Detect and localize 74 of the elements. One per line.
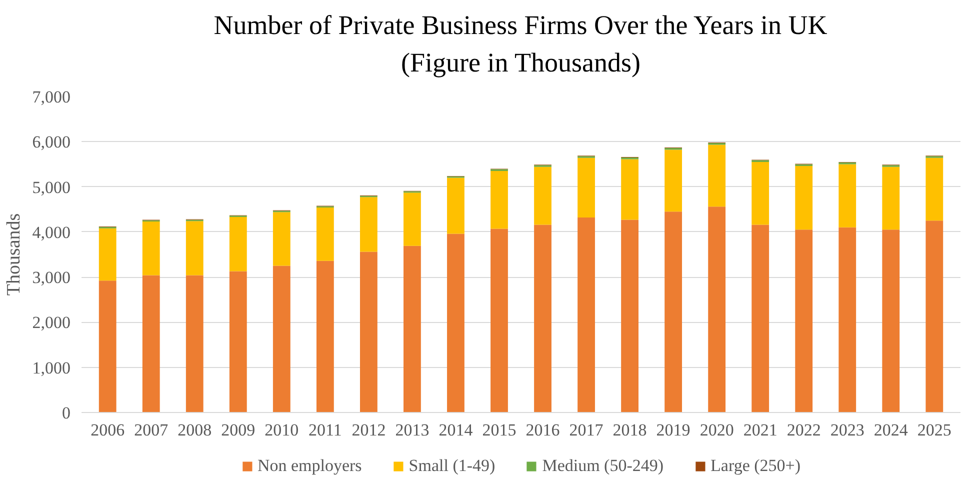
x-tick-label: 2006 — [90, 420, 125, 440]
x-tick-label: 2017 — [569, 420, 604, 440]
legend-label: Non employers — [257, 456, 362, 476]
x-tick-label: 2016 — [526, 420, 560, 440]
bar — [404, 246, 421, 412]
bar — [708, 144, 726, 207]
bar — [229, 271, 247, 412]
bar — [490, 228, 508, 412]
bar — [882, 230, 900, 412]
bar — [316, 208, 334, 261]
bar — [447, 234, 464, 412]
x-tick-label: 2010 — [264, 420, 299, 440]
bar — [316, 260, 334, 412]
bar — [708, 206, 726, 412]
bar — [926, 158, 944, 221]
bar — [360, 197, 378, 252]
bar — [752, 162, 770, 225]
x-tick-label: 2020 — [700, 420, 734, 440]
y-tick-label: 5,000 — [32, 178, 70, 197]
y-tick-label: 1,000 — [32, 358, 70, 378]
bar — [272, 212, 290, 266]
bar — [142, 222, 160, 276]
bar — [534, 224, 552, 412]
bar — [186, 221, 204, 276]
x-tick-label: 2023 — [830, 420, 864, 440]
x-tick-label: 2013 — [395, 420, 430, 440]
bar — [578, 158, 595, 218]
y-tick-label: 0 — [62, 404, 70, 422]
legend-label: Large (250+) — [710, 456, 801, 476]
x-tick-label: 2024 — [874, 420, 908, 440]
bar — [795, 230, 813, 412]
x-tick-label: 2015 — [482, 420, 516, 440]
bar — [578, 217, 595, 412]
bar — [98, 228, 116, 281]
bar — [229, 217, 247, 272]
bar — [664, 212, 682, 412]
x-tick-label: 2007 — [134, 420, 169, 440]
x-tick-label: 2022 — [786, 420, 821, 440]
bar — [272, 266, 290, 412]
bar — [404, 192, 421, 246]
bar — [795, 166, 813, 230]
bar — [664, 150, 682, 212]
x-tick-label: 2019 — [656, 420, 690, 440]
bar — [98, 280, 116, 412]
bar — [882, 166, 900, 230]
x-tick-label: 2025 — [917, 420, 952, 440]
y-tick-label: 7,000 — [32, 88, 70, 106]
bar — [926, 220, 944, 412]
bar — [838, 164, 856, 228]
legend-label: Medium (50-249) — [542, 456, 664, 476]
bar — [142, 275, 160, 412]
bar — [534, 166, 552, 225]
x-tick-label: 2014 — [438, 420, 474, 440]
legend-label: Small (1-49) — [408, 456, 496, 476]
y-tick-label: 3,000 — [32, 268, 70, 288]
chart-title: Number of Private Business Firms Over the Years in UK (Figure in Thousands) — [214, 10, 828, 78]
bar — [360, 252, 378, 412]
y-tick-label: 2,000 — [32, 313, 70, 332]
bar — [621, 159, 638, 220]
x-tick-label: 2018 — [612, 420, 647, 440]
bar — [752, 224, 770, 412]
bar — [838, 227, 856, 412]
x-tick-label: 2012 — [352, 420, 386, 440]
bar — [621, 220, 638, 412]
y-tick-label: 4,000 — [32, 222, 70, 242]
x-tick-label: 2008 — [178, 420, 212, 440]
bar — [447, 178, 464, 234]
y-axis-title: Thousands — [3, 213, 24, 296]
bar — [490, 170, 508, 229]
x-tick-label: 2009 — [221, 420, 256, 440]
x-tick-label: 2021 — [743, 420, 778, 440]
y-tick-label: 6,000 — [32, 132, 70, 152]
bar — [186, 275, 204, 412]
x-tick-label: 2011 — [308, 420, 342, 440]
